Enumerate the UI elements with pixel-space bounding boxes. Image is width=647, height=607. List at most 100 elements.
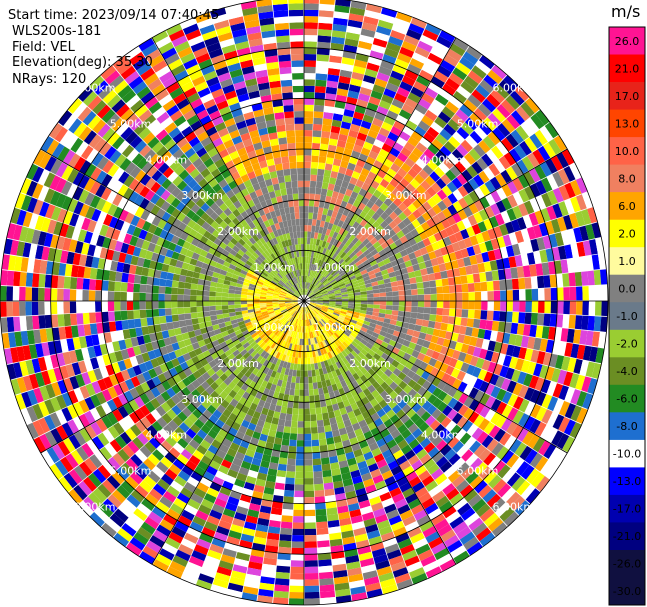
ppi-cell — [333, 254, 340, 262]
ppi-cell — [181, 573, 198, 585]
ppi-cell — [512, 410, 525, 424]
ppi-cell — [52, 444, 65, 460]
ppi-cell — [216, 492, 230, 502]
ppi-cell — [182, 240, 191, 250]
ppi-cell — [369, 237, 378, 245]
ppi-cell — [226, 447, 237, 458]
ppi-cell — [359, 284, 366, 289]
ppi-cell — [250, 263, 258, 270]
ppi-cell — [103, 332, 112, 344]
ppi-cell — [335, 256, 342, 264]
ppi-cell — [334, 100, 346, 109]
ppi-cell — [423, 131, 436, 144]
ppi-cell — [76, 277, 84, 290]
ppi-cell — [386, 301, 393, 306]
ppi-cell — [512, 177, 524, 192]
ppi-cell — [328, 277, 335, 283]
ppi-cell — [58, 326, 67, 340]
ppi-cell — [317, 552, 332, 561]
ppi-cell — [106, 190, 118, 204]
ppi-cell — [448, 136, 461, 149]
ppi-cell — [217, 258, 225, 265]
ppi-cell — [342, 115, 353, 124]
ppi-cell — [314, 496, 326, 504]
ppi-cell — [78, 126, 92, 141]
ppi-cell — [318, 328, 323, 335]
ppi-cell — [335, 240, 342, 248]
ppi-cell — [318, 239, 324, 247]
ppi-cell — [501, 449, 515, 464]
ppi-cell — [345, 141, 355, 151]
ppi-cell — [310, 338, 314, 345]
ppi-cell — [192, 370, 202, 380]
ppi-cell — [397, 192, 407, 203]
ppi-cell — [380, 373, 389, 382]
ppi-cell — [255, 312, 262, 317]
ppi-cell — [457, 209, 468, 221]
ppi-cell — [291, 299, 298, 301]
ppi-cell — [484, 350, 494, 362]
ppi-cell — [312, 458, 322, 466]
ppi-cell — [309, 193, 315, 201]
ppi-cell — [342, 194, 351, 203]
ppi-cell — [310, 298, 317, 300]
ppi-cell — [292, 295, 299, 299]
ppi-cell — [332, 563, 347, 572]
ppi-cell — [440, 246, 449, 256]
ppi-cell — [152, 309, 160, 317]
ppi-cell — [203, 363, 212, 372]
ppi-cell — [155, 501, 170, 514]
ppi-cell — [358, 551, 373, 561]
ppi-cell — [107, 281, 115, 292]
ppi-cell — [436, 286, 444, 294]
ppi-cell — [59, 223, 69, 238]
ppi-cell — [455, 292, 463, 301]
ppi-cell — [144, 441, 157, 454]
ppi-cell — [430, 287, 437, 294]
ppi-cell — [260, 307, 267, 311]
ppi-cell — [118, 503, 133, 518]
ppi-cell — [304, 440, 312, 447]
ppi-cell — [283, 394, 290, 402]
ppi-cell — [312, 310, 318, 316]
ppi-cell — [143, 475, 157, 488]
ppi-cell — [371, 502, 384, 512]
ppi-cell — [361, 564, 377, 574]
ppi-cell — [402, 198, 412, 208]
ppi-cell — [102, 89, 117, 104]
ppi-cell — [589, 239, 598, 255]
ppi-cell — [176, 390, 186, 401]
ppi-cell — [163, 490, 177, 503]
ppi-cell — [524, 348, 534, 362]
ppi-cell — [227, 342, 235, 350]
ppi-cell — [361, 425, 371, 434]
ppi-cell — [322, 298, 330, 300]
ppi-cell — [272, 377, 279, 386]
ppi-cell — [558, 185, 570, 201]
ppi-cell — [518, 277, 526, 290]
ppi-cell — [331, 253, 338, 260]
ppi-cell — [337, 453, 347, 462]
ppi-cell — [340, 433, 349, 442]
ppi-cell — [245, 386, 254, 395]
ppi-cell — [333, 332, 340, 339]
ppi-cell — [73, 156, 86, 172]
ppi-cell — [308, 305, 313, 311]
ppi-cell — [279, 293, 286, 297]
ppi-cell — [515, 500, 530, 516]
ppi-cell — [304, 104, 314, 112]
ppi-cell — [538, 222, 549, 237]
ppi-cell — [359, 86, 372, 96]
ppi-cell — [285, 304, 293, 308]
ppi-cell — [237, 276, 245, 282]
ppi-cell — [266, 299, 273, 301]
ppi-cell — [240, 533, 254, 543]
ppi-cell — [348, 463, 359, 473]
ppi-cell — [459, 325, 467, 335]
ppi-cell — [459, 156, 471, 169]
ppi-cell — [563, 214, 573, 230]
ppi-cell — [282, 319, 289, 326]
ppi-cell — [585, 361, 596, 378]
ppi-cell — [263, 401, 271, 410]
ppi-cell — [122, 499, 137, 513]
